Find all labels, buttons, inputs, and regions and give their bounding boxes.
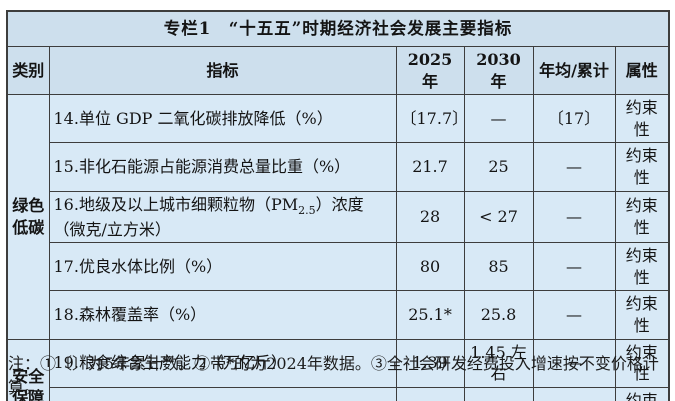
category-green-low-carbon: 绿色 低碳 bbox=[6, 94, 50, 340]
table-row: 15.非化石能源占能源消费总量比重（%） 21.7 25 — 约束性 bbox=[7, 142, 670, 192]
indicator-grain-capacity: 19.粮食综合生产能力（万亿斤） bbox=[48, 338, 397, 388]
header-category: 类别 bbox=[6, 45, 50, 96]
value-avg: — bbox=[532, 290, 616, 340]
indicator-energy-capacity: 20.能源综合生产能力（亿吨标准煤） bbox=[48, 386, 397, 401]
value-attribute: 约束性 bbox=[614, 94, 670, 144]
value-attribute: 约束性 bbox=[614, 338, 670, 388]
table-header-row: 类别 指标 2025 年 2030 年 年均/累计 属性 bbox=[6, 45, 670, 96]
header-indicator: 指标 bbox=[48, 45, 397, 96]
header-avg-cumulative: 年均/累计 bbox=[532, 45, 616, 96]
category-line: 绿色 bbox=[12, 196, 45, 216]
value-avg: — bbox=[532, 142, 616, 192]
indicator-text-post: ）浓度（微克/立方米） bbox=[53, 194, 364, 239]
indicator-non-fossil-share: 15.非化石能源占能源消费总量比重（%） bbox=[48, 142, 397, 192]
table-row: 17.优良水体比例（%） 80 85 — 约束性 bbox=[7, 242, 670, 292]
value-avg: — bbox=[532, 386, 616, 401]
indicator-text-pre: 16.地级及以上城市细颗粒物（PM bbox=[53, 194, 299, 214]
value-2025: 1.39 bbox=[395, 338, 465, 388]
value-2025: 28 bbox=[395, 190, 465, 244]
value-attribute: 约束性 bbox=[614, 290, 670, 340]
value-avg: 〔17〕 bbox=[532, 94, 616, 144]
value-attribute: 约束性 bbox=[614, 242, 670, 292]
category-security-guarantee: 安全 保障 bbox=[6, 338, 50, 401]
indicator-forest-coverage: 18.森林覆盖率（%） bbox=[48, 290, 397, 340]
category-line: 保障 bbox=[12, 388, 45, 401]
footnote: 注：①〔〕为5年累计数。②带*的为2024年数据。③全社会研发经费投入增速按不变… bbox=[8, 352, 670, 401]
table-row: 18.森林覆盖率（%） 25.1* 25.8 — 约束性 bbox=[7, 290, 670, 340]
value-avg: — bbox=[532, 338, 616, 388]
value-2030: 58 bbox=[463, 386, 534, 401]
value-2025: 25.1* bbox=[395, 290, 465, 340]
indicator-good-water-ratio: 17.优良水体比例（%） bbox=[48, 242, 397, 292]
pm25-subscript: 2.5 bbox=[298, 203, 316, 217]
table-title-row: 专栏1 “十五五”时期经济社会发展主要指标 bbox=[6, 10, 670, 47]
value-2030: 85 bbox=[463, 242, 534, 292]
table-title: 专栏1 “十五五”时期经济社会发展主要指标 bbox=[6, 10, 670, 47]
table-row: 16.地级及以上城市细颗粒物（PM2.5）浓度（微克/立方米） 28 < 27 … bbox=[7, 190, 670, 244]
category-line: 低碳 bbox=[12, 217, 45, 237]
header-attribute: 属性 bbox=[614, 45, 670, 96]
value-2030: < 27 bbox=[463, 190, 534, 244]
value-2030: 25 bbox=[463, 142, 534, 192]
indicator-pm25-concentration: 16.地级及以上城市细颗粒物（PM2.5）浓度（微克/立方米） bbox=[48, 190, 397, 244]
category-line: 安全 bbox=[12, 366, 45, 386]
value-attribute: 约束性 bbox=[614, 142, 670, 192]
footnote-line-1: 注：①〔〕为5年累计数。②带*的为2024年数据。③全社会研发经费投入增速按不变… bbox=[8, 354, 659, 397]
value-2030: — bbox=[463, 94, 534, 144]
table-row: 绿色 低碳 14.单位 GDP 二氧化碳排放降低（%） 〔17.7〕 — 〔17… bbox=[6, 94, 670, 340]
value-2025: 〔17.7〕 bbox=[395, 94, 468, 144]
value-2025: 21.7 bbox=[395, 142, 465, 192]
value-avg: — bbox=[532, 190, 616, 244]
value-attribute: 约束性 bbox=[614, 190, 670, 244]
header-2030: 2030 年 bbox=[463, 45, 534, 96]
indicators-table: 专栏1 “十五五”时期经济社会发展主要指标 类别 指标 2025 年 2030 … bbox=[6, 10, 671, 401]
value-2025: 51.3 bbox=[395, 386, 465, 401]
indicator-co2-per-gdp: 14.单位 GDP 二氧化碳排放降低（%） bbox=[48, 94, 397, 144]
value-avg: — bbox=[532, 242, 616, 292]
table-row: 20.能源综合生产能力（亿吨标准煤） 51.3 58 — 约束性 bbox=[7, 386, 670, 401]
value-attribute: 约束性 bbox=[614, 386, 670, 401]
table-row: 安全 保障 19.粮食综合生产能力（万亿斤） 1.39 1.45 左右 — 约束… bbox=[6, 338, 670, 401]
value-2025: 80 bbox=[395, 242, 465, 292]
header-2025: 2025 年 bbox=[395, 45, 465, 96]
value-2030: 25.8 bbox=[463, 290, 534, 340]
value-2030: 1.45 左右 bbox=[463, 338, 534, 388]
